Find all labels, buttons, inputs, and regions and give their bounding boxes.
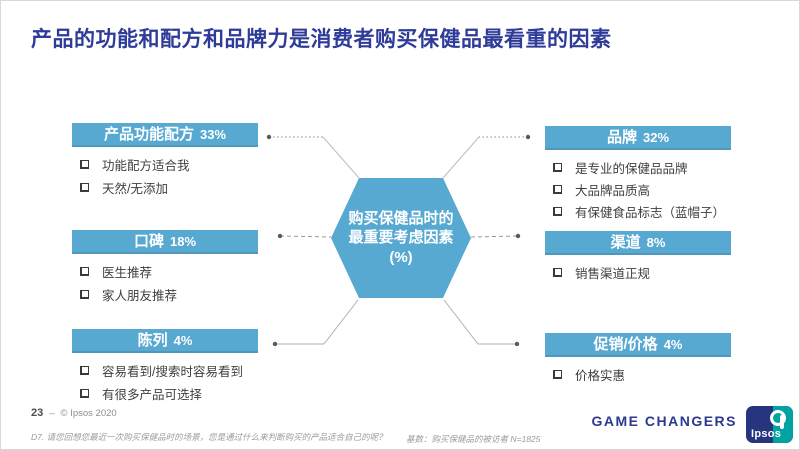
factor-item-text: 有保健食品标志（蓝帽子） bbox=[575, 205, 726, 220]
factor-item-list: 是专业的保健品品牌 大品牌品质高 有保健食品标志（蓝帽子） bbox=[545, 156, 731, 222]
factor-block-word-of-mouth: 口碑 18% 医生推荐 家人朋友推荐 bbox=[72, 230, 258, 306]
page-number: 23 bbox=[31, 407, 44, 419]
factor-percent: 32% bbox=[642, 130, 670, 145]
checkbox-bullet-icon bbox=[553, 370, 562, 379]
factor-item: 有很多产品可选择 bbox=[72, 382, 258, 405]
factor-block-brand: 品牌 32% 是专业的保健品品牌 大品牌品质高 有保健食品标志（蓝帽子） bbox=[545, 126, 731, 222]
ipsos-logo-swoosh-tail bbox=[780, 415, 784, 429]
ipsos-logo-swoosh-icon bbox=[770, 410, 786, 426]
center-hexagon: 购买保健品时的 最重要考虑因素 (%) bbox=[331, 178, 471, 298]
factor-name: 陈列 bbox=[137, 332, 168, 349]
factor-item: 家人朋友推荐 bbox=[72, 283, 258, 306]
checkbox-bullet-icon bbox=[553, 162, 562, 172]
factor-name: 渠道 bbox=[610, 234, 641, 251]
factor-header: 渠道 8% bbox=[545, 231, 731, 255]
hexagon-text-line: 购买保健品时的 bbox=[348, 209, 454, 227]
factor-name: 口碑 bbox=[133, 233, 164, 250]
factor-item: 有保健食品标志（蓝帽子） bbox=[545, 200, 731, 222]
factor-item: 容易看到/搜索时容易看到 bbox=[72, 359, 258, 382]
checkbox-bullet-icon bbox=[80, 389, 89, 398]
ipsos-logo-wordmark: Ipsos bbox=[751, 428, 782, 440]
factor-item-list: 医生推荐 家人朋友推荐 bbox=[72, 260, 258, 306]
factor-block-product-function: 产品功能配方 33% 功能配方适合我 天然/无添加 bbox=[72, 123, 258, 199]
page-footer-left: 23 ‒ © Ipsos 2020 bbox=[31, 407, 117, 419]
checkbox-bullet-icon bbox=[80, 160, 89, 169]
factor-name: 促销/价格 bbox=[593, 336, 658, 353]
factor-percent: 8% bbox=[646, 235, 666, 250]
factor-item: 价格实惠 bbox=[545, 363, 731, 386]
factor-item-text: 销售渠道正规 bbox=[575, 267, 651, 281]
page-separator: ‒ bbox=[49, 408, 55, 419]
factor-item-text: 家人朋友推荐 bbox=[102, 289, 178, 303]
factor-header: 口碑 18% bbox=[72, 230, 258, 254]
factor-item: 医生推荐 bbox=[72, 260, 258, 283]
factor-block-channel: 渠道 8% 销售渠道正规 bbox=[545, 231, 731, 284]
factor-item-list: 功能配方适合我 天然/无添加 bbox=[72, 153, 258, 199]
checkbox-bullet-icon bbox=[80, 290, 89, 299]
checkbox-bullet-icon bbox=[80, 366, 89, 375]
checkbox-bullet-icon bbox=[553, 184, 562, 194]
factor-name: 品牌 bbox=[606, 129, 637, 146]
factor-item-text: 功能配方适合我 bbox=[102, 159, 190, 173]
factor-block-display: 陈列 4% 容易看到/搜索时容易看到 有很多产品可选择 bbox=[72, 329, 258, 405]
factor-header: 品牌 32% bbox=[545, 126, 731, 150]
factor-item-text: 价格实惠 bbox=[575, 369, 626, 383]
factor-item-text: 容易看到/搜索时容易看到 bbox=[102, 365, 243, 379]
factor-percent: 4% bbox=[663, 337, 683, 352]
ipsos-logo: Ipsos bbox=[746, 406, 793, 443]
checkbox-bullet-icon bbox=[553, 268, 562, 277]
factor-percent: 33% bbox=[199, 127, 227, 142]
checkbox-bullet-icon bbox=[553, 206, 562, 216]
factor-header: 陈列 4% bbox=[72, 329, 258, 353]
factor-item-text: 是专业的保健品品牌 bbox=[575, 161, 688, 176]
factor-item-text: 医生推荐 bbox=[102, 266, 153, 280]
checkbox-bullet-icon bbox=[80, 183, 89, 192]
sample-base-footnote: 基数：购买保健品的被访者 N=1825 bbox=[406, 434, 541, 444]
slide-title: 产品的功能和配方和品牌力是消费者购买保健品最看重的因素 bbox=[31, 28, 612, 51]
factor-item: 大品牌品质高 bbox=[545, 178, 731, 200]
factor-percent: 4% bbox=[173, 333, 193, 348]
factor-item-list: 销售渠道正规 bbox=[545, 261, 731, 284]
factor-item: 销售渠道正规 bbox=[545, 261, 731, 284]
factor-item-text: 天然/无添加 bbox=[102, 182, 168, 196]
factor-item: 天然/无添加 bbox=[72, 176, 258, 199]
factor-item-list: 价格实惠 bbox=[545, 363, 731, 386]
game-changers-tagline: GAME CHANGERS bbox=[591, 413, 737, 429]
factor-block-promotion-price: 促销/价格 4% 价格实惠 bbox=[545, 333, 731, 386]
factor-item: 功能配方适合我 bbox=[72, 153, 258, 176]
factor-percent: 18% bbox=[169, 234, 197, 249]
factor-name: 产品功能配方 bbox=[103, 126, 194, 143]
factor-item-list: 容易看到/搜索时容易看到 有很多产品可选择 bbox=[72, 359, 258, 405]
factor-header: 产品功能配方 33% bbox=[72, 123, 258, 147]
hexagon-text-line: 最重要考虑因素 bbox=[348, 229, 454, 247]
factor-header: 促销/价格 4% bbox=[545, 333, 731, 357]
hexagon-text-line: (%) bbox=[389, 248, 413, 266]
factor-item-text: 大品牌品质高 bbox=[575, 183, 651, 198]
checkbox-bullet-icon bbox=[80, 267, 89, 276]
copyright-text: © Ipsos 2020 bbox=[60, 408, 117, 419]
factor-item: 是专业的保健品品牌 bbox=[545, 156, 731, 178]
question-footnote: D7. 请您回想您最近一次购买保健品时的场景，您是通过什么来判断购买的产品适合自… bbox=[31, 432, 387, 442]
factor-item-text: 有很多产品可选择 bbox=[102, 388, 203, 402]
